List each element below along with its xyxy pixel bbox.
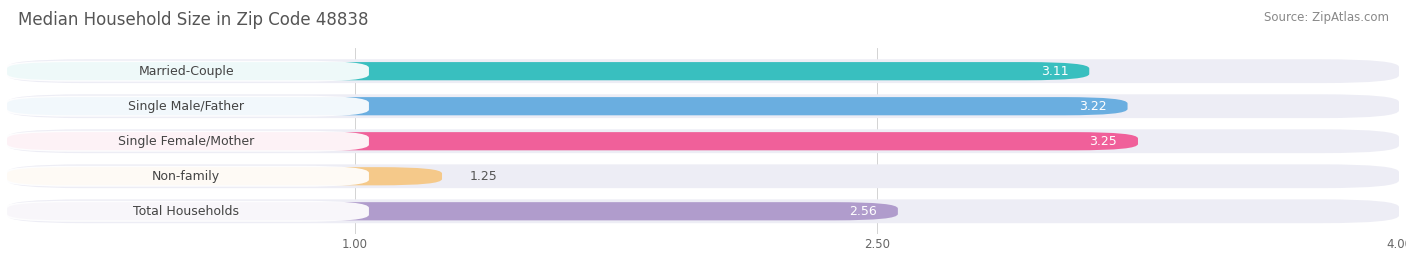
Text: 3.25: 3.25 (1090, 135, 1118, 148)
FancyBboxPatch shape (4, 61, 368, 82)
FancyBboxPatch shape (4, 96, 368, 117)
Text: 1.25: 1.25 (470, 170, 498, 183)
Text: Source: ZipAtlas.com: Source: ZipAtlas.com (1264, 11, 1389, 24)
FancyBboxPatch shape (7, 202, 898, 220)
FancyBboxPatch shape (7, 62, 1090, 80)
Text: 3.11: 3.11 (1040, 65, 1069, 78)
Text: 2.56: 2.56 (849, 205, 877, 218)
Text: Married-Couple: Married-Couple (138, 65, 233, 78)
Text: Single Female/Mother: Single Female/Mother (118, 135, 254, 148)
FancyBboxPatch shape (7, 167, 441, 185)
FancyBboxPatch shape (7, 132, 1137, 150)
FancyBboxPatch shape (4, 201, 368, 222)
FancyBboxPatch shape (7, 94, 1399, 118)
FancyBboxPatch shape (7, 199, 1399, 223)
FancyBboxPatch shape (4, 131, 368, 152)
FancyBboxPatch shape (4, 166, 368, 187)
FancyBboxPatch shape (7, 129, 1399, 153)
FancyBboxPatch shape (7, 59, 1399, 83)
FancyBboxPatch shape (7, 164, 1399, 188)
FancyBboxPatch shape (7, 97, 1128, 115)
Text: Total Households: Total Households (134, 205, 239, 218)
Text: Single Male/Father: Single Male/Father (128, 100, 245, 113)
Text: Non-family: Non-family (152, 170, 221, 183)
Text: Median Household Size in Zip Code 48838: Median Household Size in Zip Code 48838 (18, 11, 368, 29)
Text: 3.22: 3.22 (1078, 100, 1107, 113)
